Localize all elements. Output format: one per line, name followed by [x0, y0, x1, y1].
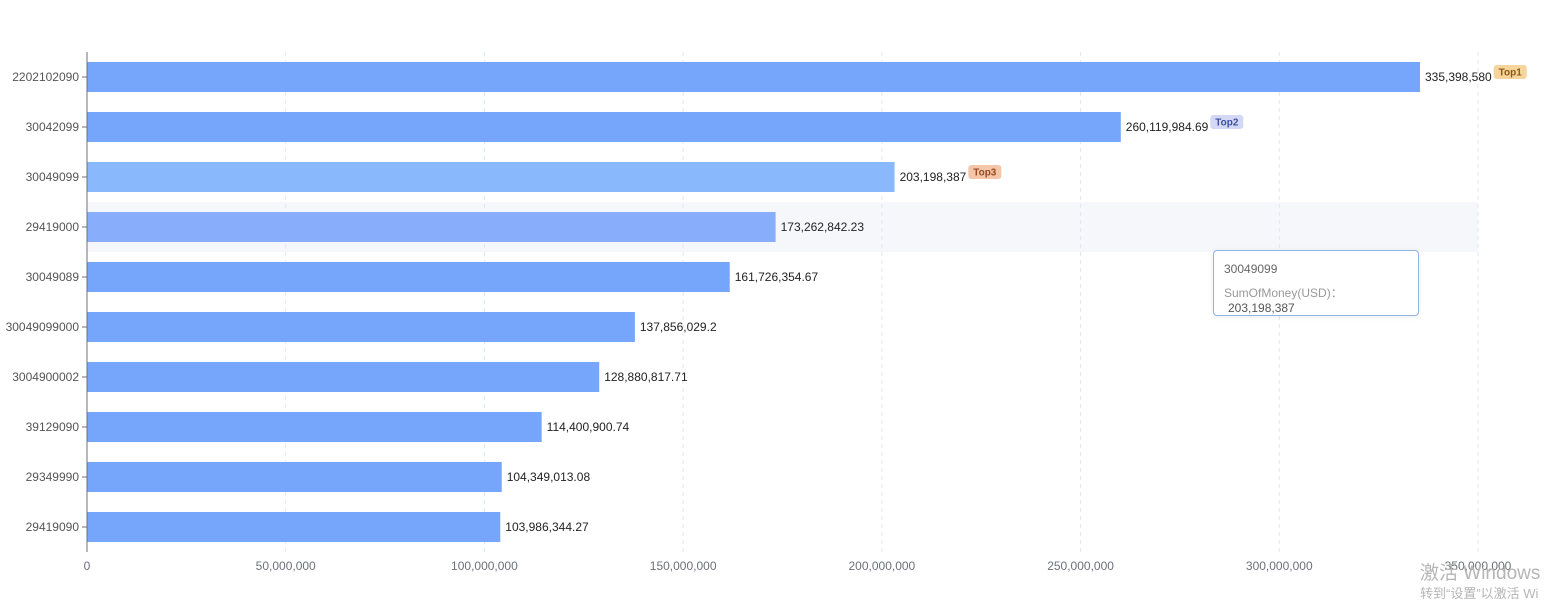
value-label: 161,726,354.67 — [735, 270, 819, 284]
value-label: 260,119,984.69 — [1126, 120, 1209, 134]
bars — [87, 62, 1420, 542]
value-label: 173,262,842.23 — [781, 220, 865, 234]
x-tick-label: 300,000,000 — [1246, 559, 1313, 573]
value-label: 103,986,344.27 — [505, 520, 589, 534]
windows-activation-watermark: 激活 Windows 转到“设置”以激活 Wi — [1420, 563, 1540, 603]
tooltip-label: SumOfMoney(USD)： — [1224, 286, 1343, 300]
value-label: 137,856,029.2 — [640, 320, 717, 334]
rank-badge-bg — [968, 165, 1002, 179]
category-label: 2202102090 — [12, 70, 79, 84]
bar — [87, 112, 1121, 142]
tooltip-value: 203,198,387 — [1228, 301, 1295, 315]
x-tick-label: 0 — [84, 559, 91, 573]
value-labels: 335,398,580 260,119,984.69 203,198,387 173,… — [505, 70, 1492, 534]
rank-badge: Top1 — [1493, 65, 1527, 79]
rank-badge-text: Top1 — [1499, 68, 1523, 79]
bar — [87, 262, 730, 292]
bar — [87, 162, 895, 192]
rank-badge-text: Top2 — [1215, 118, 1239, 129]
category-label: 30049099000 — [6, 320, 80, 334]
value-label: 114,400,900.74 — [547, 420, 630, 434]
watermark-line1: 激活 Windows — [1420, 563, 1541, 584]
tooltip-row: SumOfMoney(USD)：203,198,387 — [1224, 284, 1408, 315]
x-tick-label: 200,000,000 — [848, 559, 915, 573]
x-tick-label: 350,000,000 — [1445, 559, 1512, 573]
bar — [87, 312, 635, 342]
category-label: 30042099 — [26, 120, 80, 134]
bar — [87, 362, 600, 392]
bar — [87, 412, 542, 442]
category-label: 30049099 — [26, 170, 80, 184]
rank-badge-bg — [1210, 115, 1244, 129]
bar — [87, 512, 501, 542]
x-tick-label: 150,000,000 — [650, 559, 717, 573]
category-label: 3004900002 — [12, 370, 79, 384]
category-label: 29419090 — [26, 520, 80, 534]
bar — [87, 62, 1420, 92]
chart-tooltip: 30049099 SumOfMoney(USD)：203,198,387 — [1213, 250, 1419, 316]
bar — [87, 462, 502, 492]
rank-badges: Top1 Top2 Top3 — [968, 65, 1527, 179]
x-tick-label: 250,000,000 — [1047, 559, 1114, 573]
x-tick-label: 100,000,000 — [451, 559, 518, 573]
watermark-line2: 转到“设置”以激活 Wi — [1420, 586, 1539, 601]
x-tick-label: 50,000,000 — [256, 559, 316, 573]
value-label: 128,880,817.71 — [604, 370, 688, 384]
value-label: 104,349,013.08 — [507, 470, 591, 484]
category-label: 29349990 — [26, 470, 80, 484]
category-label: 39129090 — [26, 420, 80, 434]
tooltip-title: 30049099 — [1224, 262, 1278, 276]
value-label: 335,398,580 — [1425, 70, 1492, 84]
category-label: 30049089 — [26, 270, 80, 284]
rank-badge: Top3 — [968, 165, 1002, 179]
axes: 0 50,000,000 100,000,000 150,000,000 200,000… — [6, 52, 1512, 573]
category-label: 29419000 — [26, 220, 80, 234]
value-label: 203,198,387 — [900, 170, 967, 184]
bar — [87, 212, 776, 242]
rank-badge-text: Top3 — [973, 168, 997, 179]
rank-badge: Top2 — [1210, 115, 1244, 129]
rank-badge-bg — [1493, 65, 1527, 79]
